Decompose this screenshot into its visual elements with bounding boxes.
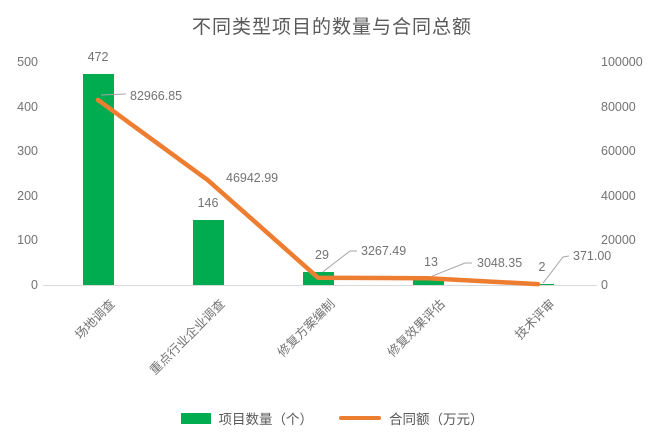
line-data-label: 371.00 [573, 249, 612, 263]
left-axis-tick-label: 200 [17, 188, 38, 203]
line-data-label: 82966.85 [130, 88, 183, 103]
x-axis-line [43, 285, 597, 286]
bar-data-label: 2 [538, 260, 546, 275]
left-axis-tick-label: 500 [17, 55, 38, 69]
data-label-leader-line [100, 93, 127, 96]
line-data-label: 3267.49 [361, 244, 407, 258]
right-axis-tick-label: 80000 [601, 99, 636, 114]
chart-title: 不同类型项目的数量与合同总额 [191, 17, 472, 38]
bar-重点行业企业调查 [192, 219, 224, 285]
line-series-swatch [339, 416, 381, 420]
bar-series-swatch [180, 412, 211, 424]
left-axis-tick-label: 0 [31, 278, 38, 292]
legend: 项目数量（个） 合同额（万元） [0, 408, 664, 428]
line-data-label: 46942.99 [226, 171, 279, 186]
data-label-leader-line [431, 262, 472, 277]
data-label-leader-line [542, 255, 570, 284]
legend-item-bar-series: 项目数量（个） [180, 408, 314, 428]
right-axis-tick-label: 100000 [601, 55, 643, 69]
data-label-leader-line [322, 250, 357, 273]
left-axis-tick-label: 300 [17, 144, 38, 159]
bar-data-label: 146 [197, 195, 219, 210]
bar-data-label: 472 [87, 50, 109, 65]
bar-修复效果评估 [412, 279, 444, 285]
right-axis-tick-label: 60000 [601, 144, 636, 159]
right-axis-tick-label: 20000 [601, 233, 636, 248]
legend-item-line-series: 合同额（万元） [339, 408, 484, 428]
bar-data-label: 13 [424, 255, 438, 270]
right-axis-tick-label: 40000 [601, 188, 636, 203]
left-axis-tick-label: 400 [17, 99, 38, 114]
left-axis-tick-label: 100 [17, 233, 38, 248]
contract-amount-line [95, 97, 541, 287]
line-data-label: 3048.35 [477, 256, 523, 270]
bar-data-label: 29 [315, 248, 329, 263]
legend-label-line-series: 合同额（万元） [389, 412, 484, 427]
legend-label-bar-series: 项目数量（个） [218, 412, 314, 427]
right-axis-tick-label: 0 [601, 278, 608, 292]
